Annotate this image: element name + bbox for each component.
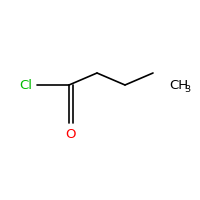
Text: CH: CH (169, 79, 188, 92)
Text: 3: 3 (184, 85, 190, 94)
Text: Cl: Cl (20, 79, 32, 92)
Text: O: O (66, 128, 76, 140)
